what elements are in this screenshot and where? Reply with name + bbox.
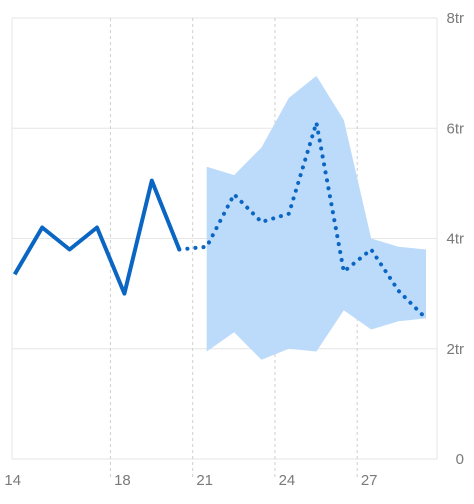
y-tick-label-0: 0 <box>456 451 464 468</box>
x-tick-label-18: 18 <box>114 472 131 489</box>
forecast-confidence-band <box>206 75 426 360</box>
y-axis-ticks: 0 2tr 4tr 6tr 8tr <box>446 10 464 468</box>
y-tick-label-6tr: 6tr <box>446 120 464 137</box>
x-tick-label-24: 24 <box>279 472 296 489</box>
series-line-solid <box>12 178 182 296</box>
y-tick-label-4tr: 4tr <box>446 231 464 248</box>
y-tick-label-2tr: 2tr <box>446 341 464 358</box>
x-axis-ticks: 14 18 21 24 27 <box>4 472 377 489</box>
y-tick-label-8tr: 8tr <box>446 10 464 27</box>
series-line-dotted <box>177 120 428 321</box>
x-tick-label-14: 14 <box>4 472 21 489</box>
x-tick-label-21: 21 <box>196 472 213 489</box>
series-lines <box>12 120 428 321</box>
x-tick-label-27: 27 <box>361 472 378 489</box>
